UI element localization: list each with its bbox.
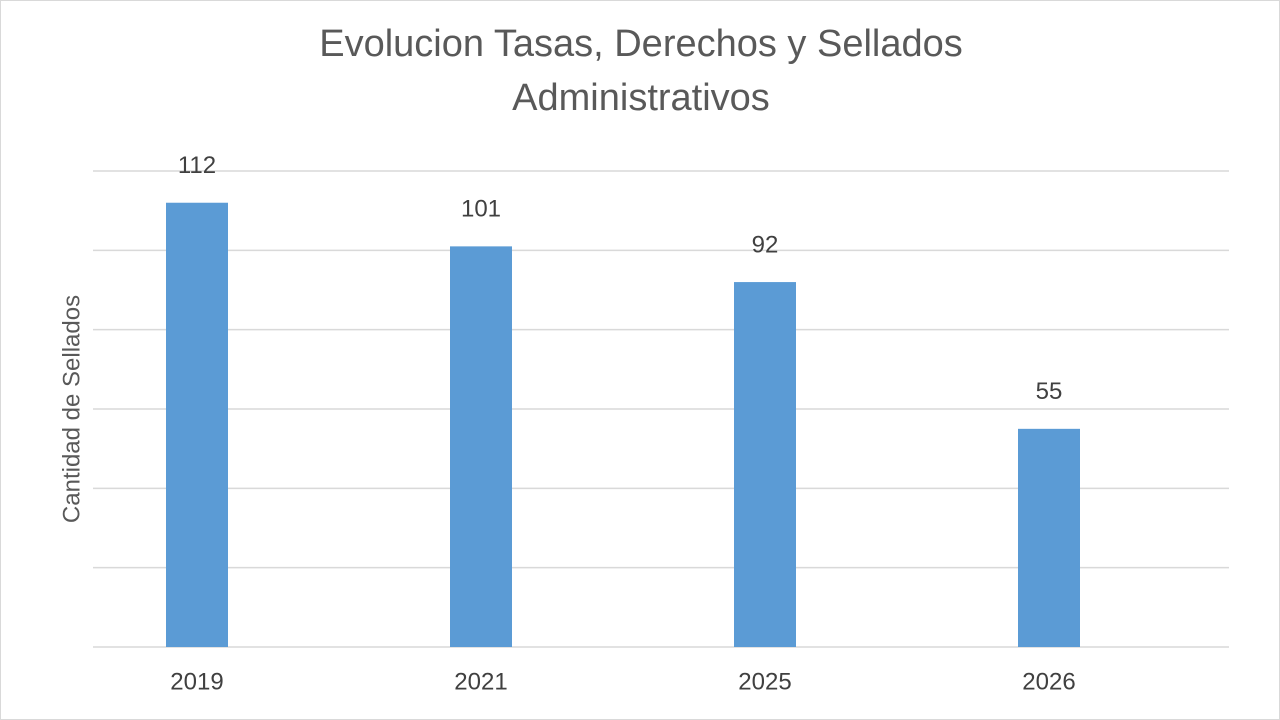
x-tick-label: 2026 xyxy=(1022,668,1075,695)
bar xyxy=(1018,428,1080,647)
bar xyxy=(450,246,512,647)
data-label: 92 xyxy=(752,231,779,258)
x-tick-label: 2019 xyxy=(170,668,223,695)
data-label: 112 xyxy=(178,152,216,179)
x-tick-label: 2021 xyxy=(454,668,507,695)
y-axis-label: Cantidad de Sellados xyxy=(58,295,85,523)
data-label: 101 xyxy=(461,196,501,223)
chart-title: Evolucion Tasas, Derechos y Sellados Adm… xyxy=(319,23,963,119)
data-label: 55 xyxy=(1036,378,1063,405)
bar xyxy=(166,202,228,647)
x-tick-label: 2025 xyxy=(738,668,791,695)
bar xyxy=(734,282,796,647)
